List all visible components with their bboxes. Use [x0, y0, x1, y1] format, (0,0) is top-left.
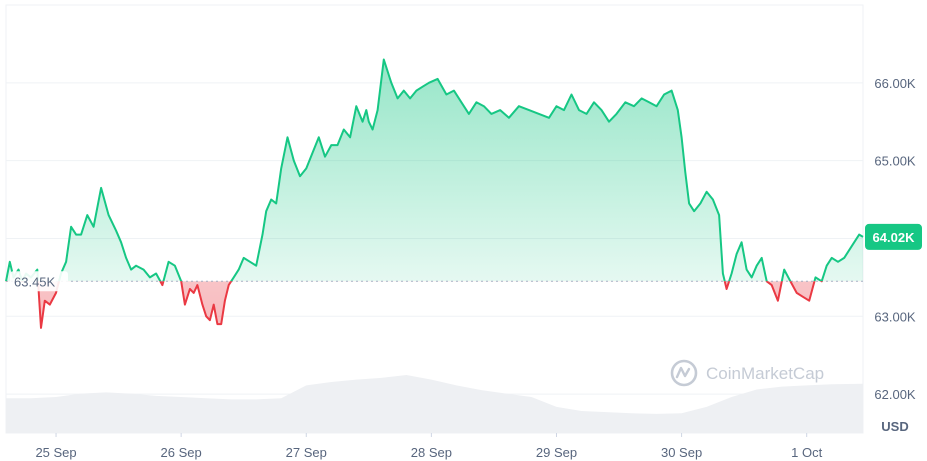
price-line-group	[5, 58, 864, 329]
x-tick-label: 26 Sep	[161, 445, 202, 460]
y-tick-label: 66.00K	[874, 76, 916, 91]
volume-area	[6, 375, 863, 433]
x-axis: 25 Sep 26 Sep 27 Sep 28 Sep 29 Sep 30 Sep 1 Oc…	[35, 433, 823, 460]
watermark-text: CoinMarketCap	[706, 364, 824, 383]
area-below-reference	[6, 281, 863, 328]
x-tick-label: 28 Sep	[411, 445, 452, 460]
y-tick-label: 63.00K	[874, 309, 916, 324]
x-tick-label: 1 Oct	[791, 445, 822, 460]
price-line-below	[5, 281, 823, 329]
unit-label: USD	[881, 419, 908, 434]
watermark-logo: CoinMarketCap	[670, 359, 824, 387]
x-tick-label: 29 Sep	[536, 445, 577, 460]
price-area	[6, 59, 863, 328]
reference-price-label: 63.45K	[10, 271, 68, 292]
x-tick-label: 30 Sep	[661, 445, 702, 460]
y-tick-label: 65.00K	[874, 154, 916, 169]
coinmarketcap-icon	[670, 359, 698, 387]
current-price-badge: 64.02K	[865, 223, 922, 250]
x-tick-label: 25 Sep	[35, 445, 76, 460]
reference-price-text: 63.45K	[14, 274, 56, 289]
current-price-text: 64.02K	[873, 230, 916, 245]
area-above-reference	[6, 59, 863, 282]
y-tick-label: 62.00K	[874, 387, 916, 402]
x-tick-label: 27 Sep	[286, 445, 327, 460]
volume-fill	[6, 375, 863, 433]
price-line-above	[5, 58, 864, 282]
